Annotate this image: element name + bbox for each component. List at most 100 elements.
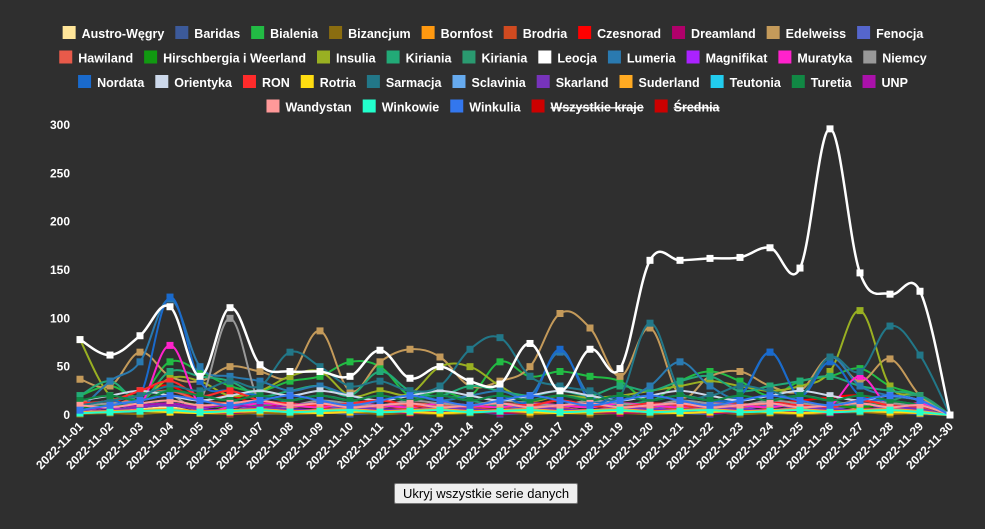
- data-point[interactable]: [616, 392, 624, 400]
- data-point[interactable]: [616, 382, 624, 390]
- legend-item[interactable]: Skarland: [536, 75, 609, 90]
- data-point[interactable]: [466, 408, 474, 416]
- data-point[interactable]: [346, 401, 354, 409]
- legend-item[interactable]: Suderland: [619, 75, 700, 90]
- data-point[interactable]: [256, 377, 264, 385]
- data-point[interactable]: [736, 377, 744, 385]
- data-point[interactable]: [106, 401, 114, 409]
- data-point[interactable]: [436, 353, 444, 361]
- data-point[interactable]: [226, 392, 234, 400]
- data-point[interactable]: [556, 310, 564, 317]
- data-point[interactable]: [616, 406, 624, 414]
- data-point[interactable]: [466, 382, 474, 390]
- data-point[interactable]: [286, 401, 294, 409]
- data-point[interactable]: [676, 377, 684, 385]
- data-point[interactable]: [916, 397, 924, 404]
- data-point[interactable]: [736, 387, 744, 395]
- legend-item[interactable]: Niemcy: [863, 50, 927, 66]
- data-point[interactable]: [526, 363, 534, 371]
- data-point[interactable]: [646, 256, 654, 264]
- data-point[interactable]: [496, 387, 504, 395]
- data-point[interactable]: [136, 358, 144, 366]
- legend-item[interactable]: Insulia: [317, 50, 377, 66]
- data-point[interactable]: [376, 358, 384, 366]
- data-point[interactable]: [106, 377, 114, 385]
- data-point[interactable]: [256, 387, 264, 395]
- data-point[interactable]: [496, 334, 504, 342]
- data-point[interactable]: [316, 372, 324, 380]
- data-point[interactable]: [556, 382, 564, 390]
- data-point[interactable]: [196, 397, 204, 404]
- data-point[interactable]: [106, 351, 114, 359]
- data-point[interactable]: [286, 392, 294, 400]
- data-point[interactable]: [736, 382, 744, 390]
- data-point[interactable]: [166, 358, 174, 366]
- data-point[interactable]: [736, 401, 744, 409]
- data-point[interactable]: [376, 387, 384, 395]
- data-point[interactable]: [826, 408, 834, 416]
- legend-item[interactable]: Winkulia: [450, 99, 522, 115]
- data-point[interactable]: [856, 368, 864, 375]
- data-point[interactable]: [886, 406, 894, 414]
- data-point[interactable]: [166, 406, 174, 414]
- data-point[interactable]: [586, 324, 594, 332]
- data-point[interactable]: [856, 397, 864, 404]
- data-point[interactable]: [616, 377, 624, 385]
- data-point[interactable]: [106, 392, 114, 400]
- data-point[interactable]: [436, 363, 444, 371]
- data-point[interactable]: [616, 397, 624, 404]
- data-point[interactable]: [556, 387, 564, 395]
- data-point[interactable]: [526, 397, 534, 404]
- data-point[interactable]: [886, 387, 894, 395]
- series-line[interactable]: [76, 406, 954, 419]
- data-point[interactable]: [826, 401, 834, 409]
- data-point[interactable]: [286, 397, 294, 404]
- data-point[interactable]: [796, 264, 804, 272]
- legend-item[interactable]: RON: [242, 75, 290, 90]
- data-point[interactable]: [376, 401, 384, 409]
- data-point[interactable]: [796, 382, 804, 390]
- data-point[interactable]: [166, 368, 174, 375]
- data-point[interactable]: [76, 336, 84, 344]
- legend-item[interactable]: Winkowie: [362, 99, 440, 115]
- data-point[interactable]: [796, 397, 804, 404]
- data-point[interactable]: [556, 392, 564, 400]
- data-point[interactable]: [286, 368, 294, 375]
- data-point[interactable]: [766, 407, 774, 415]
- data-point[interactable]: [766, 399, 774, 407]
- data-point[interactable]: [346, 406, 354, 414]
- data-point[interactable]: [166, 303, 174, 311]
- legend-item[interactable]: Orientyka: [155, 75, 233, 90]
- data-point[interactable]: [916, 287, 924, 295]
- data-point[interactable]: [706, 392, 714, 400]
- data-point[interactable]: [496, 397, 504, 404]
- data-point[interactable]: [376, 368, 384, 375]
- data-point[interactable]: [346, 382, 354, 390]
- data-point[interactable]: [676, 382, 684, 390]
- series-line[interactable]: [76, 392, 954, 419]
- data-point[interactable]: [466, 377, 474, 385]
- data-point[interactable]: [346, 358, 354, 366]
- data-point[interactable]: [406, 345, 414, 353]
- data-point[interactable]: [376, 397, 384, 404]
- data-point[interactable]: [826, 125, 834, 133]
- data-point[interactable]: [736, 392, 744, 400]
- data-point[interactable]: [586, 372, 594, 380]
- data-point[interactable]: [346, 372, 354, 380]
- data-point[interactable]: [856, 377, 864, 385]
- legend-item[interactable]: Fenocja: [857, 26, 924, 41]
- data-point[interactable]: [586, 345, 594, 353]
- data-point[interactable]: [496, 358, 504, 366]
- data-point[interactable]: [286, 377, 294, 385]
- data-point[interactable]: [406, 387, 414, 395]
- legend-item[interactable]: Bizancjum: [329, 26, 411, 41]
- legend-item[interactable]: Magnifikat: [686, 50, 769, 66]
- legend-item[interactable]: Sarmacja: [366, 75, 443, 90]
- data-point[interactable]: [856, 382, 864, 390]
- data-point[interactable]: [796, 377, 804, 385]
- data-point[interactable]: [436, 406, 444, 414]
- data-point[interactable]: [436, 387, 444, 395]
- data-point[interactable]: [886, 382, 894, 390]
- data-point[interactable]: [196, 372, 204, 380]
- data-point[interactable]: [586, 392, 594, 400]
